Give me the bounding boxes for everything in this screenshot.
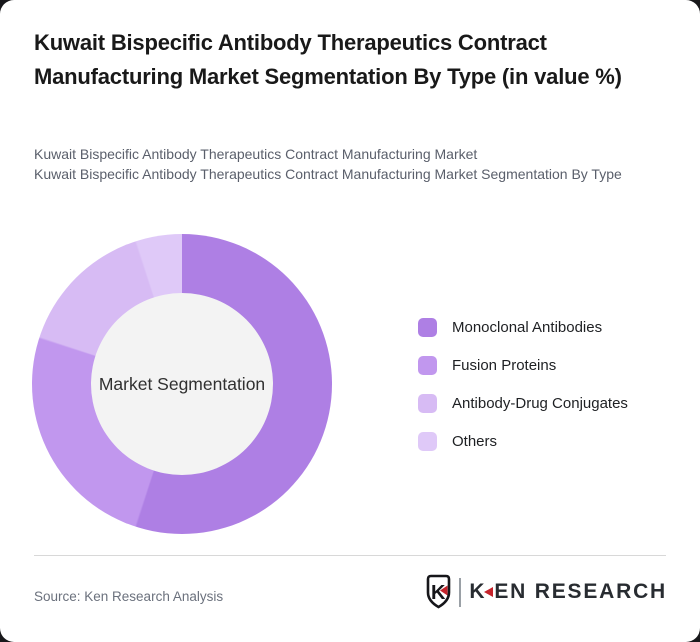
legend-item: Others (418, 432, 628, 451)
logo-wordmark: K EN RESEARCH (469, 580, 667, 604)
page-title: Kuwait Bispecific Antibody Therapeutics … (34, 30, 622, 89)
legend-swatch (418, 356, 437, 375)
logo-shield-icon: K (427, 574, 451, 609)
subtitle-line-2: Kuwait Bispecific Antibody Therapeutics … (34, 166, 622, 182)
shield-outline (427, 574, 451, 609)
legend-label: Fusion Proteins (452, 357, 557, 374)
subtitle-block: Kuwait Bispecific Antibody Therapeutics … (34, 144, 634, 184)
logo-k: K (469, 580, 487, 603)
legend-label: Antibody-Drug Conjugates (452, 395, 628, 412)
legend-item: Antibody-Drug Conjugates (418, 394, 628, 413)
legend-item: Fusion Proteins (418, 356, 628, 375)
logo-arrow-icon (484, 587, 494, 597)
legend-label: Monoclonal Antibodies (452, 319, 603, 336)
donut-center-label: Market Segmentation (98, 373, 266, 394)
logo-separator (459, 577, 462, 607)
legend-label: Others (452, 433, 498, 450)
footer-divider (34, 555, 666, 556)
legend-swatch (418, 432, 437, 451)
shield-letter: K (431, 582, 446, 604)
legend-swatch (418, 318, 437, 337)
donut-center: Market Segmentation (91, 293, 273, 475)
donut-chart: Market Segmentation (32, 234, 332, 534)
subtitle-line-1: Kuwait Bispecific Antibody Therapeutics … (34, 146, 478, 162)
logo-rest: EN RESEARCH (494, 580, 667, 603)
shield-arrow-icon (440, 585, 448, 596)
ken-research-logo: K K EN RESEARCH (425, 573, 667, 611)
legend: Monoclonal Antibodies Fusion Proteins An… (418, 318, 628, 470)
legend-swatch (418, 394, 437, 413)
legend-item: Monoclonal Antibodies (418, 318, 628, 337)
source-text: Source: Ken Research Analysis (34, 589, 224, 604)
